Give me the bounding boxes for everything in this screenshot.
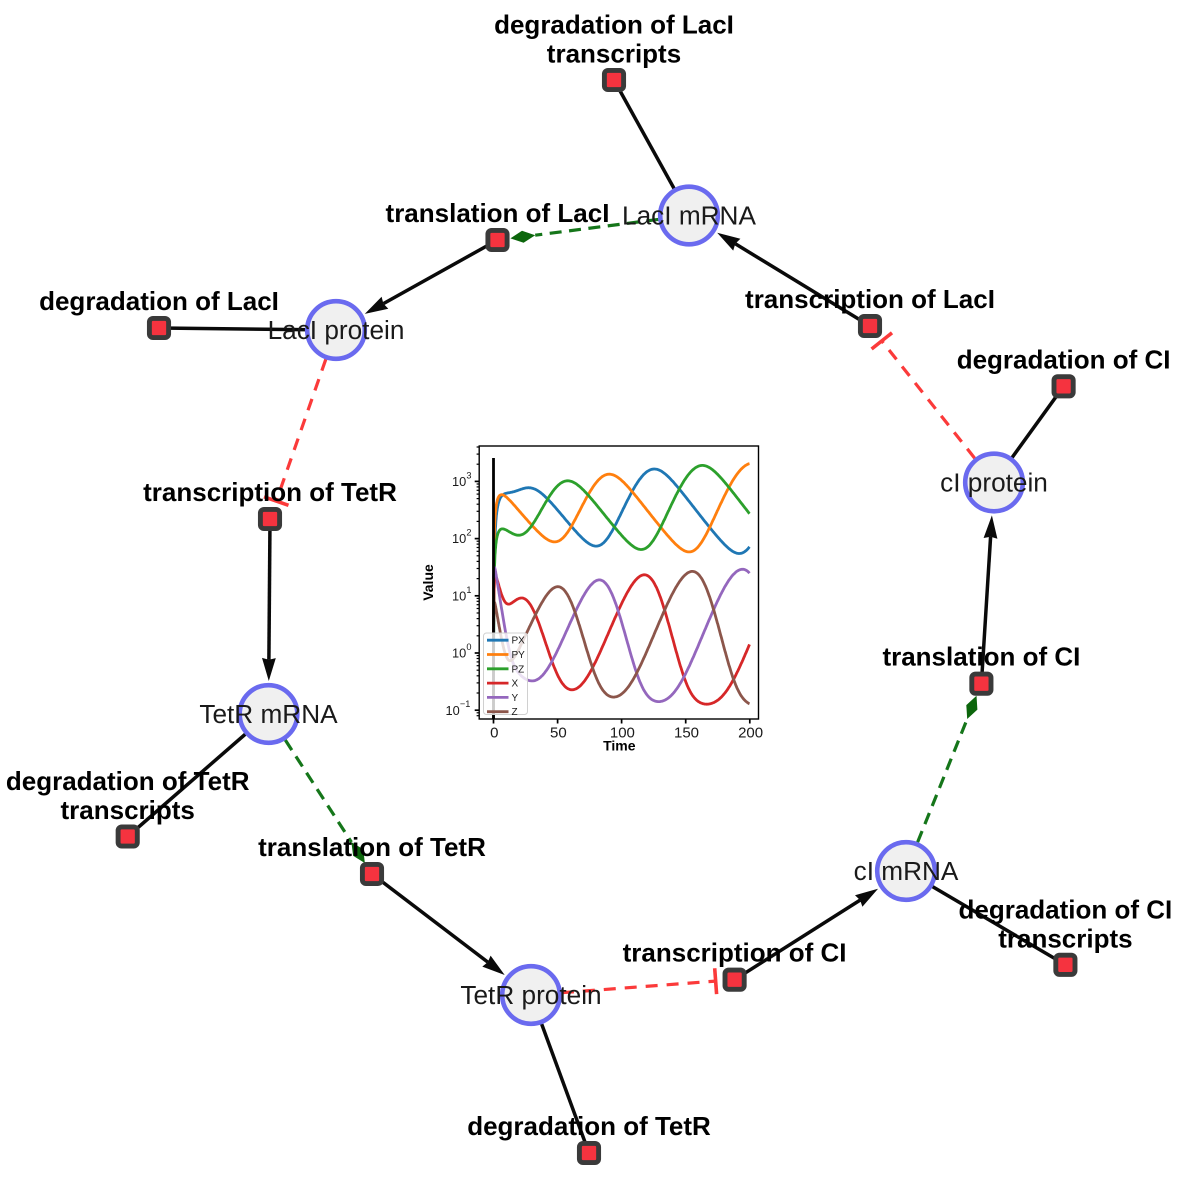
svg-text:TetR protein: TetR protein [460, 980, 601, 1010]
svg-text:translation of TetR: translation of TetR [258, 832, 486, 862]
svg-text:0: 0 [466, 642, 471, 652]
svg-text:Z: Z [512, 707, 518, 718]
svg-text:3: 3 [466, 470, 471, 480]
svg-text:−1: −1 [460, 699, 470, 709]
svg-text:transcription of LacI: transcription of LacI [745, 284, 995, 314]
svg-text:Y: Y [512, 693, 519, 704]
svg-text:transcription of CI: transcription of CI [623, 938, 847, 968]
svg-text:50: 50 [550, 724, 567, 741]
svg-text:transcripts: transcripts [998, 923, 1132, 953]
svg-text:transcripts: transcripts [547, 39, 681, 69]
svg-text:PZ: PZ [512, 664, 525, 675]
svg-text:LacI protein: LacI protein [268, 315, 405, 345]
svg-text:TetR mRNA: TetR mRNA [199, 699, 338, 729]
svg-text:150: 150 [674, 724, 699, 741]
svg-text:transcripts: transcripts [61, 795, 195, 825]
svg-text:cI protein: cI protein [940, 468, 1048, 498]
svg-text:degradation of CI: degradation of CI [959, 894, 1173, 924]
svg-text:LacI mRNA: LacI mRNA [622, 201, 756, 231]
svg-text:0: 0 [490, 724, 498, 741]
svg-text:degradation of TetR: degradation of TetR [467, 1111, 711, 1141]
svg-text:degradation of TetR: degradation of TetR [6, 766, 250, 796]
svg-text:PY: PY [512, 650, 526, 661]
svg-text:degradation of CI: degradation of CI [957, 344, 1171, 374]
svg-text:Time: Time [603, 738, 636, 754]
svg-text:degradation of LacI: degradation of LacI [494, 10, 734, 40]
svg-text:10: 10 [452, 531, 466, 546]
svg-text:PX: PX [512, 636, 526, 647]
svg-text:10: 10 [452, 588, 466, 603]
svg-text:10: 10 [446, 703, 460, 718]
svg-text:1: 1 [466, 585, 471, 595]
svg-text:X: X [512, 679, 519, 690]
svg-text:transcription of TetR: transcription of TetR [143, 477, 397, 507]
svg-text:10: 10 [452, 646, 466, 661]
svg-text:Value: Value [420, 564, 436, 601]
svg-text:translation of CI: translation of CI [882, 642, 1080, 672]
svg-text:translation of LacI: translation of LacI [386, 198, 610, 228]
svg-text:cI mRNA: cI mRNA [854, 856, 959, 886]
svg-text:200: 200 [738, 724, 763, 741]
svg-text:degradation of LacI: degradation of LacI [39, 286, 279, 316]
svg-text:2: 2 [466, 528, 471, 538]
svg-text:10: 10 [452, 474, 466, 489]
svg-text:100: 100 [610, 724, 635, 741]
